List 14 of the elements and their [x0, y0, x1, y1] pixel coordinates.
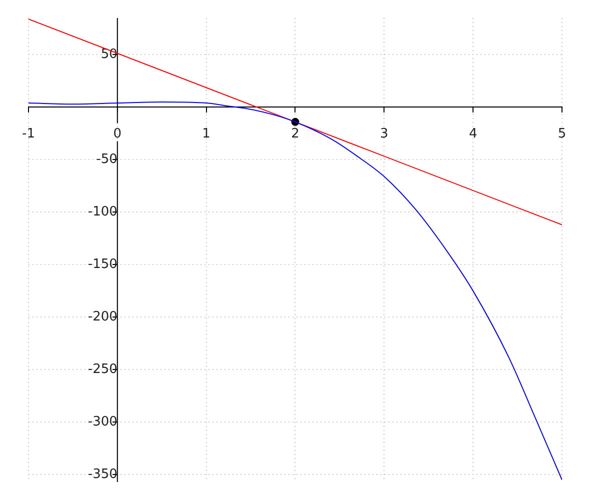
- x-tick-label: 2: [291, 126, 300, 142]
- y-tick-label: -150: [88, 257, 118, 272]
- x-tick-label: 4: [468, 126, 478, 142]
- y-tick-label: -350: [88, 467, 118, 482]
- x-tick-label: 5: [558, 126, 566, 142]
- y-tick-label: -250: [88, 362, 118, 378]
- x-tick-label: 0: [113, 126, 122, 142]
- y-tick-label: -50: [96, 152, 118, 168]
- y-tick-label: -300: [88, 414, 118, 430]
- x-tick-label: -1: [22, 126, 35, 142]
- y-tick-label: -200: [88, 310, 118, 325]
- y-tick-label: -100: [88, 204, 118, 220]
- x-tick-label: 3: [380, 126, 388, 142]
- x-tick-label: 1: [202, 126, 210, 142]
